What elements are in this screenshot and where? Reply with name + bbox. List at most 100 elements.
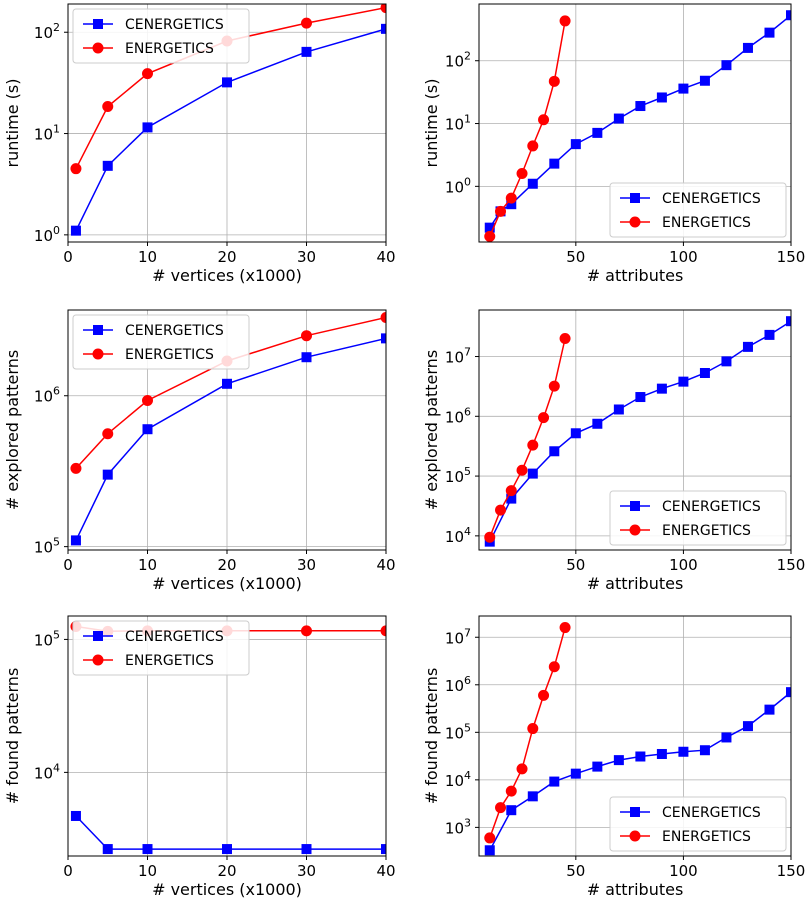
legend-marker [629, 216, 641, 228]
x-tick-label: 50 [566, 248, 585, 266]
legend-box [72, 8, 250, 64]
x-tick-label: 10 [138, 862, 157, 880]
series-cenergetics [484, 316, 791, 547]
legend-label: ENERGETICS [125, 347, 214, 363]
y-axis-label: # found patterns [3, 668, 22, 805]
legend-label: ENERGETICS [125, 653, 214, 669]
data-point [764, 329, 775, 340]
data-point [742, 42, 753, 53]
y-tick-exponent: 5 [53, 536, 60, 549]
panel-5: 0 10 20 30 40 104 105 # vertices (x1000) # found… [3, 615, 396, 899]
x-axis-label: # vertices (x1000) [152, 574, 302, 593]
y-tick-exponent: 4 [464, 769, 471, 782]
x-tick-label: 150 [777, 248, 806, 266]
x-tick-label: 40 [376, 248, 395, 266]
data-point [592, 418, 603, 429]
y-tick-label: 100 [34, 224, 60, 245]
legend-label: CENERGETICS [125, 323, 224, 339]
y-tick-exponent: 5 [464, 721, 471, 734]
data-point [484, 230, 496, 242]
legend: CENERGETICS ENERGETICS [72, 620, 250, 676]
legend: CENERGETICS ENERGETICS [72, 8, 250, 64]
y-tick-label: 107 [445, 346, 471, 367]
y-tick-exponent: 1 [464, 113, 471, 126]
data-point [301, 17, 312, 29]
legend-box [72, 314, 250, 370]
y-tick-label: 106 [445, 405, 471, 426]
x-axis-label: # attributes [587, 880, 684, 899]
data-point [505, 485, 517, 497]
data-point [516, 763, 528, 775]
y-tick-label: 104 [445, 525, 471, 546]
x-tick-label: 100 [669, 248, 698, 266]
y-tick-exponent: 5 [464, 465, 471, 478]
data-point [549, 158, 560, 169]
legend-marker [92, 348, 104, 360]
y-tick-label: 107 [445, 626, 471, 647]
data-point [570, 768, 581, 779]
data-point [635, 751, 646, 762]
x-tick-label: 30 [297, 862, 316, 880]
legend-box [72, 620, 250, 676]
data-point [142, 122, 153, 133]
data-point [516, 168, 528, 180]
legend-box [609, 490, 787, 546]
data-point [222, 378, 232, 389]
legend: CENERGETICS ENERGETICS [72, 314, 250, 370]
y-tick-exponent: 3 [464, 816, 471, 829]
y-tick-exponent: 6 [464, 405, 471, 418]
data-point [764, 704, 775, 715]
x-tick-label: 50 [566, 862, 585, 880]
data-point [527, 178, 538, 189]
data-point [495, 802, 507, 814]
data-point [592, 761, 603, 772]
y-tick-label: 106 [445, 674, 471, 695]
series-line [75, 815, 386, 850]
series-cenergetics [70, 23, 386, 236]
legend-marker [93, 325, 103, 335]
data-point [656, 748, 667, 759]
y-axis-label: # found patterns [422, 668, 441, 805]
data-point [484, 531, 496, 543]
x-tick-label: 150 [777, 556, 806, 574]
data-point [142, 394, 153, 406]
y-tick-exponent: 7 [464, 626, 471, 639]
y-tick-label: 102 [445, 50, 471, 71]
data-point [505, 192, 517, 204]
x-tick-label: 40 [376, 862, 395, 880]
legend-marker [630, 807, 640, 817]
data-point [549, 446, 560, 457]
legend-label: CENERGETICS [125, 17, 224, 33]
legend-label: CENERGETICS [662, 805, 761, 821]
data-point [381, 23, 386, 34]
data-point [380, 311, 386, 323]
y-tick-exponent: 2 [464, 50, 471, 63]
panel-6: 50 100 150 103 104 105 106 107 # attributes # fou… [422, 615, 805, 899]
legend-marker [93, 631, 103, 641]
legend-marker [92, 654, 104, 666]
y-tick-label: 103 [445, 816, 471, 837]
data-point [538, 689, 550, 701]
x-axis-label: # vertices (x1000) [152, 266, 302, 285]
data-point [613, 113, 624, 124]
data-point [678, 83, 689, 94]
data-point [548, 75, 560, 87]
legend-label: ENERGETICS [662, 215, 751, 231]
data-point [301, 844, 312, 855]
y-tick-label: 101 [34, 123, 60, 144]
series-line [489, 20, 566, 237]
data-point [222, 77, 232, 88]
data-point [699, 745, 710, 756]
data-point [635, 392, 646, 403]
data-point [142, 844, 153, 855]
data-point [70, 810, 81, 821]
data-point [527, 468, 538, 479]
legend-marker [630, 193, 640, 203]
data-point [548, 661, 560, 673]
data-point [484, 845, 495, 856]
data-point [764, 27, 775, 38]
data-point [380, 4, 386, 14]
data-point [559, 333, 571, 345]
series-energetics [484, 622, 571, 844]
